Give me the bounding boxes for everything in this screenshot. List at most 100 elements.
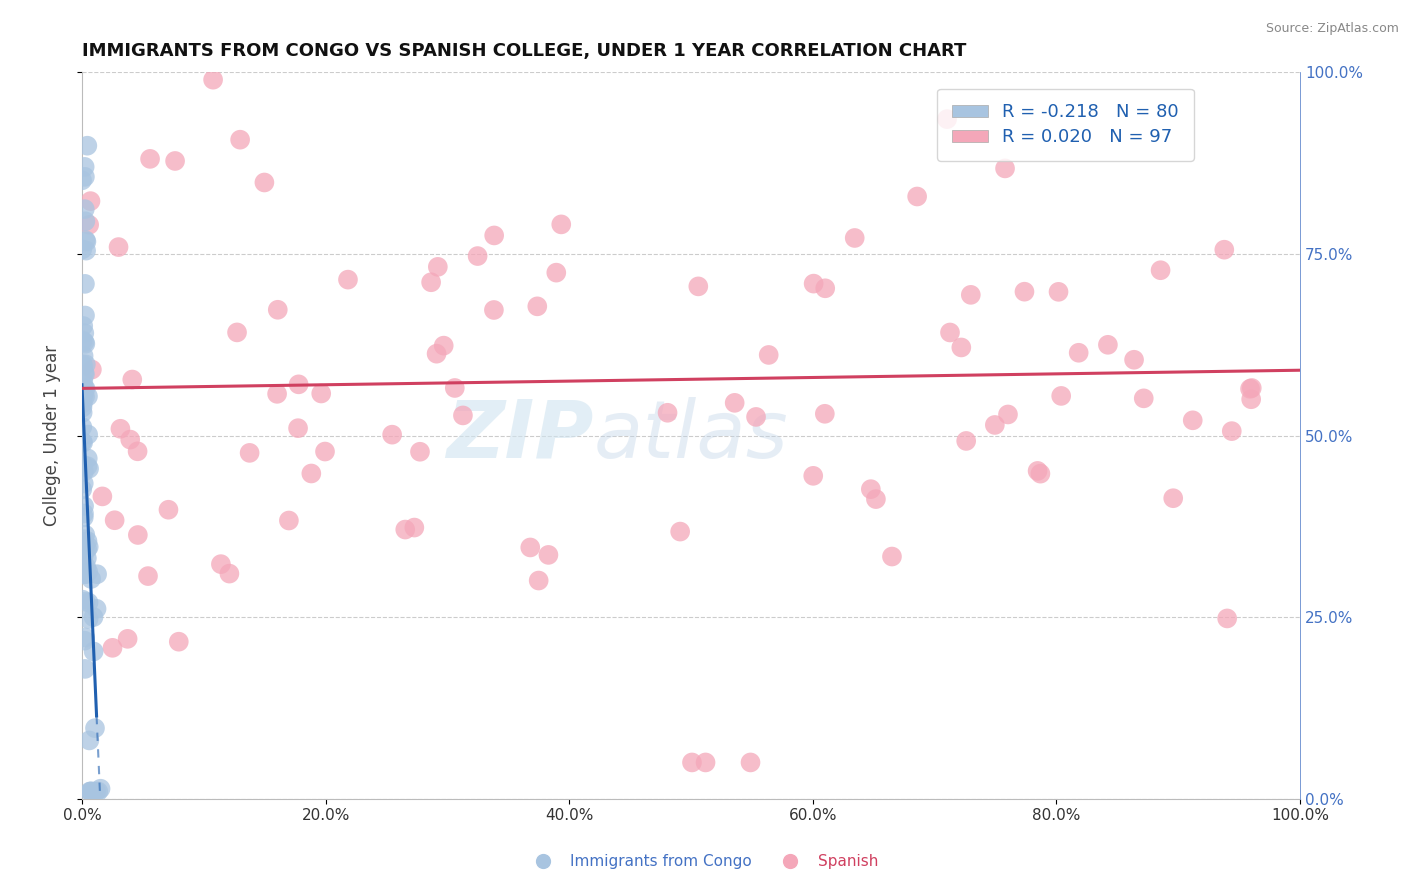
Point <box>79 733 101 747</box>
Point <box>75 594 97 608</box>
Point <box>73 335 96 350</box>
Point <box>72 243 94 257</box>
Point <box>1220 424 1243 438</box>
Legend: R = -0.218   N = 80, R = 0.020   N = 97: R = -0.218 N = 80, R = 0.020 N = 97 <box>938 88 1194 161</box>
Point <box>984 417 1007 432</box>
Point <box>72 401 94 415</box>
Point <box>75 233 97 247</box>
Text: IMMIGRANTS FROM CONGO VS SPANISH COLLEGE, UNDER 1 YEAR CORRELATION CHART: IMMIGRANTS FROM CONGO VS SPANISH COLLEGE… <box>82 42 966 60</box>
Point <box>73 507 96 521</box>
Point <box>79 194 101 208</box>
Point <box>550 218 572 232</box>
Point <box>526 299 548 313</box>
Point <box>1123 352 1146 367</box>
Point <box>681 756 703 770</box>
Point <box>76 534 98 549</box>
Point <box>87 784 110 798</box>
Point <box>72 334 94 348</box>
Point <box>1029 467 1052 481</box>
Point <box>75 358 97 372</box>
Point <box>844 231 866 245</box>
Point <box>77 612 100 626</box>
Point <box>75 382 97 396</box>
Point <box>537 548 560 562</box>
Point <box>73 510 96 524</box>
Point <box>75 662 97 676</box>
Point <box>75 244 97 258</box>
Point <box>859 482 882 496</box>
Point <box>1097 338 1119 352</box>
Point <box>72 592 94 607</box>
Point <box>803 277 825 291</box>
Point <box>905 189 928 203</box>
Point <box>73 366 96 380</box>
Point <box>165 153 187 168</box>
Text: atlas: atlas <box>593 397 789 475</box>
Point <box>90 781 112 796</box>
Point <box>226 326 249 340</box>
Point <box>1181 413 1204 427</box>
Point <box>73 633 96 648</box>
Point <box>77 427 100 442</box>
Point <box>101 640 124 655</box>
Point <box>519 541 541 555</box>
Point <box>80 784 103 798</box>
Point <box>443 381 465 395</box>
Point <box>73 326 96 340</box>
Point <box>72 458 94 472</box>
Point <box>1240 381 1263 395</box>
Text: ZIP: ZIP <box>446 397 593 475</box>
Point <box>75 214 97 228</box>
Point <box>669 524 692 539</box>
Point <box>657 406 679 420</box>
Point <box>546 266 568 280</box>
Point <box>1239 382 1261 396</box>
Point <box>277 514 299 528</box>
Point <box>1213 243 1236 257</box>
Point <box>77 218 100 232</box>
Point <box>394 523 416 537</box>
Point <box>83 784 105 798</box>
Point <box>1240 392 1263 407</box>
Point <box>83 644 105 658</box>
Point <box>72 434 94 449</box>
Point <box>724 396 747 410</box>
Point <box>814 281 837 295</box>
Point <box>91 489 114 503</box>
Point <box>253 176 276 190</box>
Point <box>139 152 162 166</box>
Point <box>127 444 149 458</box>
Point <box>865 492 887 507</box>
Point <box>73 541 96 556</box>
Point <box>1067 345 1090 359</box>
Point <box>404 520 426 534</box>
Point <box>955 434 977 448</box>
Point <box>107 240 129 254</box>
Point <box>202 72 225 87</box>
Point <box>73 169 96 184</box>
Point <box>73 309 96 323</box>
Point <box>336 272 359 286</box>
Point <box>77 540 100 554</box>
Point <box>127 528 149 542</box>
Point <box>72 420 94 434</box>
Point <box>267 302 290 317</box>
Point <box>688 279 710 293</box>
Point <box>80 784 103 798</box>
Point <box>467 249 489 263</box>
Point <box>239 446 262 460</box>
Point <box>72 359 94 374</box>
Point <box>110 422 132 436</box>
Point <box>482 228 505 243</box>
Point <box>136 569 159 583</box>
Point <box>76 138 98 153</box>
Point <box>75 235 97 249</box>
Point <box>157 502 180 516</box>
Point <box>72 435 94 450</box>
Point <box>76 551 98 566</box>
Point <box>73 532 96 546</box>
Point <box>117 632 139 646</box>
Point <box>426 347 449 361</box>
Point <box>1050 389 1073 403</box>
Point <box>104 513 127 527</box>
